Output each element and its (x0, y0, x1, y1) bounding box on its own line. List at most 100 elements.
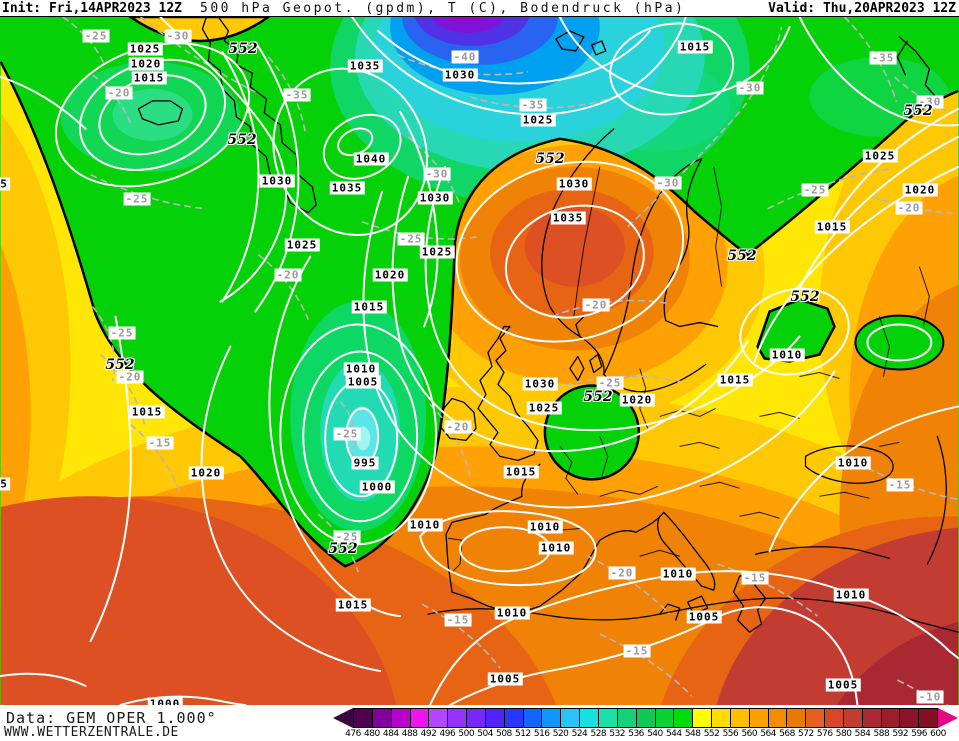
pressure-label: 1010 (769, 348, 805, 362)
temperature-label: -25 (123, 192, 151, 206)
pressure-label: 1005 (487, 672, 523, 686)
pressure-label: 1015 (351, 300, 387, 314)
temperature-label: -20 (116, 370, 144, 384)
pressure-label: 1010 (407, 518, 443, 532)
pressure-label: 1020 (372, 268, 408, 282)
temperature-label: -25 (333, 427, 361, 441)
temperature-label: -40 (451, 50, 479, 64)
temperature-label: -25 (82, 29, 110, 43)
pressure-label: 1015 (335, 598, 371, 612)
temperature-label: -30 (423, 167, 451, 181)
colorbar-tick: 476 (345, 729, 361, 739)
colorbar-tick: 524 (571, 729, 588, 739)
colorbar-tick: 580 (835, 729, 852, 739)
colorbar-segment (749, 709, 769, 727)
colorbar-tick: 496 (439, 729, 456, 739)
colorbar-tick: 548 (684, 729, 701, 739)
temperature-label: -30 (164, 29, 192, 43)
temperature-label: -35 (869, 51, 897, 65)
colorbar-segment (372, 709, 392, 727)
colorbar-tick: 564 (760, 729, 776, 739)
temperature-label: -30 (736, 81, 764, 95)
colorbar-tick: 572 (798, 729, 814, 739)
colorbar-segment (354, 709, 373, 727)
colorbar-tick: 504 (477, 729, 493, 739)
pressure-label: 1005 (686, 610, 722, 624)
colorbar-segment (448, 709, 468, 727)
pressure-label: 1015 (129, 405, 165, 419)
pressure-label: 1035 (550, 211, 586, 225)
geopotential-colorbar: 476 480 484 488 492 496 500 504 508 512 516 520 524 5… (333, 708, 958, 740)
colorbar-tick: 492 (420, 729, 437, 739)
colorbar-segment (825, 709, 844, 727)
colorbar-segment (598, 709, 618, 727)
colorbar-tick: 528 (590, 729, 607, 739)
temperature-label: -20 (895, 201, 923, 215)
pressure-label: 1010 (494, 606, 530, 620)
pressure-label: 1010 (527, 520, 563, 534)
init-time: Init: Fri,14APR2023 12Z (2, 1, 183, 16)
colorbar-tick: 568 (779, 729, 795, 739)
pressure-label: 1015 (131, 71, 167, 85)
pressure-label: 1020 (188, 466, 224, 480)
colorbar-tick: 552 (703, 729, 720, 739)
colorbar-tick: 576 (816, 729, 833, 739)
pressure-label: 1020 (619, 393, 655, 407)
colorbar-segment (787, 709, 807, 727)
geopotential-label: 552 (535, 151, 565, 167)
geopotential-label: 552 (227, 132, 257, 148)
colorbar-segment (617, 709, 637, 727)
temperature-label: -20 (444, 420, 472, 434)
colorbar-tick: 560 (741, 729, 758, 739)
pressure-label: 1025 (520, 113, 556, 127)
pressure-label: 1005 (825, 678, 861, 692)
pressure-label: 1010 (833, 588, 869, 602)
temperature-label: -15 (623, 644, 651, 658)
colorbar-right-arrow (938, 708, 958, 728)
pressure-label: 1030 (522, 377, 558, 391)
pressure-label: 1030 (556, 177, 592, 191)
temperature-label: -20 (582, 298, 610, 312)
colorbar-segment (919, 709, 938, 727)
colorbar-segment (655, 709, 675, 727)
colorbar-segment (768, 709, 788, 727)
colorbar-segment (580, 709, 599, 727)
pressure-label: 1025 (862, 149, 898, 163)
colorbar-tick: 596 (911, 729, 927, 739)
pressure-label: 1000 (359, 480, 395, 494)
geopotential-label: 552 (228, 41, 258, 57)
colorbar-tick: 484 (382, 729, 399, 739)
colorbar-tick: 584 (854, 729, 871, 739)
map-graphics (0, 17, 959, 705)
pressure-label: 1010 (660, 567, 696, 581)
pressure-label: 5 (0, 477, 10, 491)
colorbar-tick: 600 (930, 729, 946, 739)
geopotential-label: 552 (105, 357, 135, 373)
colorbar-segment (712, 709, 731, 727)
pressure-label: 1020 (128, 57, 164, 71)
temperature-label: -35 (283, 88, 311, 102)
colorbar-tick: 500 (458, 729, 475, 739)
temperature-label: -15 (886, 478, 914, 492)
temperature-label: -25 (108, 326, 136, 340)
temperature-label: -15 (741, 571, 769, 585)
temperature-label: -30 (916, 95, 944, 109)
colorbar-tick: 556 (722, 729, 739, 739)
temperature-label: -15 (444, 613, 472, 627)
colorbar-segment (523, 709, 543, 727)
colorbar-segment (900, 709, 920, 727)
pressure-label: 1015 (717, 373, 753, 387)
geopotential-label: 552 (727, 248, 757, 264)
colorbar-tick: 536 (628, 729, 644, 739)
temperature-label: -35 (519, 98, 547, 112)
pressure-label: 1005 (345, 375, 381, 389)
pressure-label: 1025 (127, 42, 163, 56)
weather-map: 1025 1020 1015 1030 1025 1035 1030 1025 1015 1025… (0, 16, 959, 706)
temperature-label: -25 (397, 232, 425, 246)
website-text: WWW.WETTERZENTRALE.DE (4, 725, 179, 740)
colorbar-tick: 508 (496, 729, 512, 739)
pressure-label: 1010 (538, 541, 574, 555)
pressure-label: 1010 (343, 362, 379, 376)
colorbar-segment (674, 709, 694, 727)
